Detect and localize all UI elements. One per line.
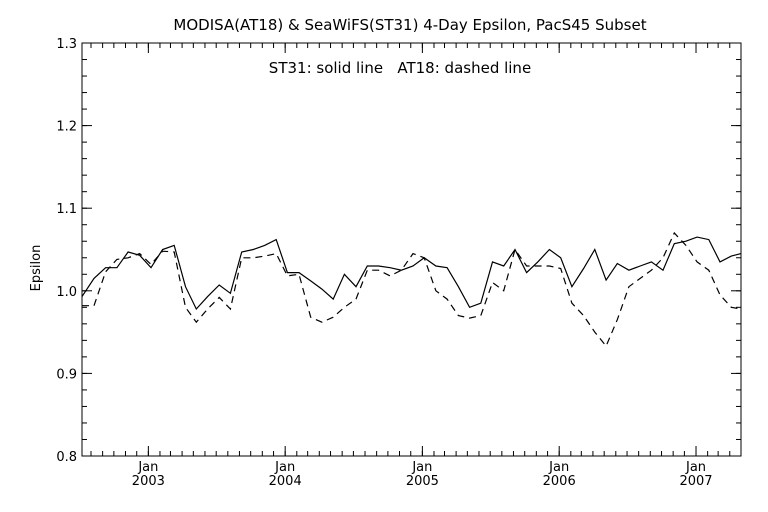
x-tick-month: Jan xyxy=(685,460,706,475)
x-tick-year: 2007 xyxy=(679,474,712,489)
y-tick-label: 0.8 xyxy=(56,450,77,465)
y-tick-label: 1.0 xyxy=(56,285,77,300)
y-tick-label: 1.1 xyxy=(56,202,77,217)
x-tick-year: 2003 xyxy=(132,474,165,489)
y-tick-labels: 0.8 0.9 1.0 1.1 1.2 1.3 xyxy=(56,37,77,465)
x-tick-year: 2005 xyxy=(406,474,439,489)
series-lines xyxy=(81,231,742,348)
x-tick-month: Jan xyxy=(548,460,569,475)
plot-frame xyxy=(81,42,742,457)
chart-title: MODISA(AT18) & SeaWiFS(ST31) 4-Day Epsil… xyxy=(173,16,646,34)
axis-ticks xyxy=(82,42,742,457)
x-tick-month: Jan xyxy=(274,460,295,475)
x-tick-year: 2004 xyxy=(269,474,302,489)
x-tick-month: Jan xyxy=(137,460,158,475)
x-tick-year: 2006 xyxy=(543,474,576,489)
series-line-st31 xyxy=(81,236,742,311)
y-axis-label: Epsilon xyxy=(29,245,44,292)
y-tick-label: 1.3 xyxy=(56,37,77,52)
y-tick-label: 1.2 xyxy=(56,120,77,135)
y-tick-label: 0.9 xyxy=(56,367,77,382)
x-tick-month: Jan xyxy=(411,460,432,475)
chart-annotation: ST31: solid line AT18: dashed line xyxy=(269,59,531,77)
series-line-at18 xyxy=(82,231,742,348)
